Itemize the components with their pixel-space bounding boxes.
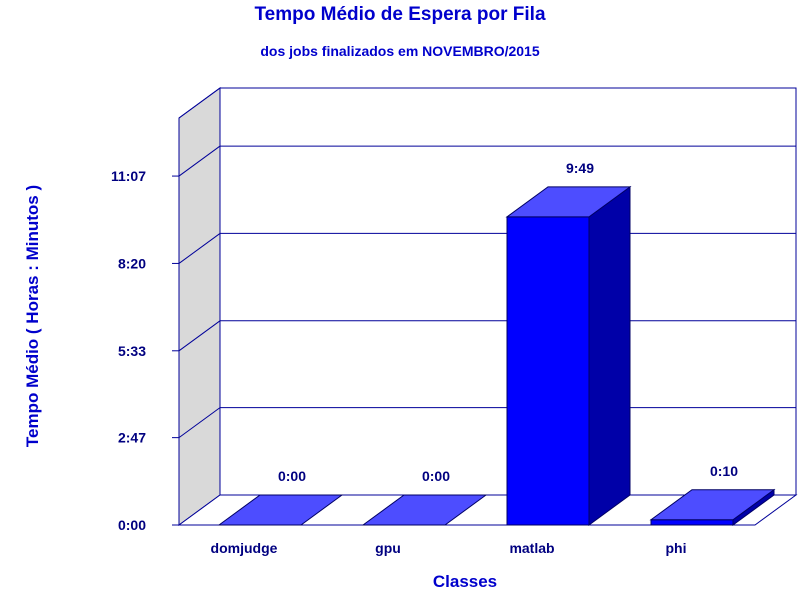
bar-phi (649, 488, 776, 526)
data-label: 0:10 (710, 463, 738, 479)
y-tick-label: 5:33 (118, 343, 146, 359)
x-tick-label: matlab (509, 540, 554, 556)
gridline-side (178, 320, 221, 352)
bar-side (588, 185, 631, 526)
x-tick-label: gpu (375, 540, 401, 556)
gridline-side (178, 233, 221, 264)
y-tick-label: 8:20 (118, 255, 146, 271)
data-label: 0:00 (422, 468, 450, 484)
x-tick-label: domjudge (211, 540, 278, 556)
gridline-side (178, 87, 221, 119)
bar-matlab (505, 185, 632, 526)
bar-top (361, 494, 488, 526)
y-tick-label: 2:47 (118, 430, 146, 446)
data-label: 0:00 (278, 468, 306, 484)
bar-top (505, 186, 632, 218)
x-axis-title: Classes (433, 572, 497, 591)
bar-domjudge (217, 494, 344, 526)
plot-area: 0:00 2:47 5:33 8:20 11:07 0:00 domjudge 0:00 gpu… (111, 87, 798, 556)
y-axis-title: Tempo Médio ( Horas : Minutos ) (23, 185, 42, 447)
y-tick-label: 11:07 (111, 168, 146, 184)
bar-gpu (361, 494, 488, 526)
side-wall (178, 87, 221, 526)
bar-top (217, 494, 344, 526)
bar-front (506, 216, 590, 526)
gridline-side (178, 407, 221, 439)
bar-top (649, 489, 776, 521)
x-tick-label: phi (666, 540, 687, 556)
chart-subtitle: dos jobs finalizados em NOVEMBRO/2015 (260, 43, 540, 59)
y-tick-label: 0:00 (118, 517, 146, 533)
chart-title: Tempo Médio de Espera por Fila (254, 4, 545, 25)
data-label: 9:49 (566, 160, 594, 176)
bar-front (650, 519, 734, 526)
gridline-side (178, 145, 221, 177)
